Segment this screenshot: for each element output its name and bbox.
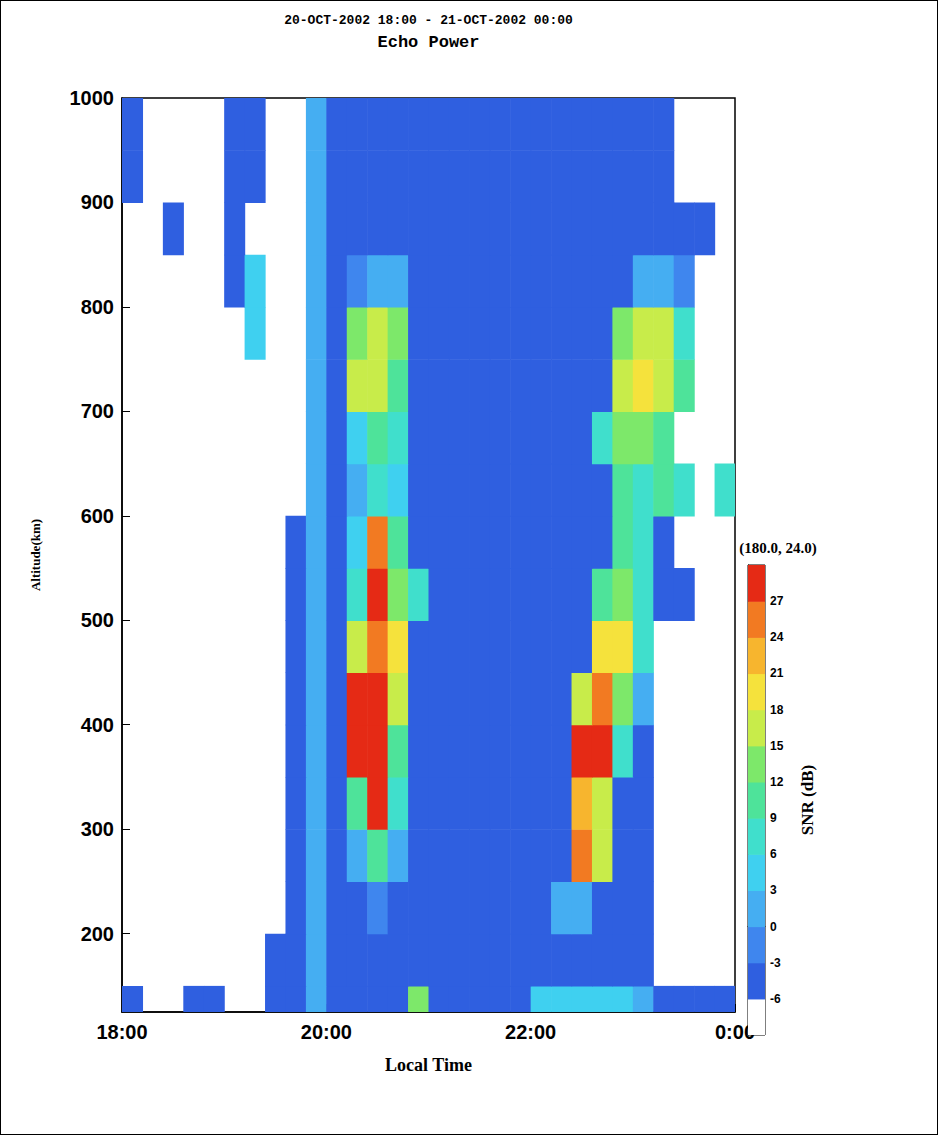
svg-text:15: 15 bbox=[770, 739, 784, 753]
svg-text:900: 900 bbox=[81, 191, 114, 213]
svg-text:Altitude(km): Altitude(km) bbox=[28, 519, 43, 591]
svg-text:500: 500 bbox=[81, 609, 114, 631]
svg-text:SNR (dB): SNR (dB) bbox=[798, 765, 817, 835]
svg-text:20:00: 20:00 bbox=[301, 1021, 352, 1043]
svg-text:18:00: 18:00 bbox=[96, 1021, 147, 1043]
svg-text:-6: -6 bbox=[770, 992, 781, 1006]
svg-text:22:00: 22:00 bbox=[505, 1021, 556, 1043]
svg-text:(180.0, 24.0): (180.0, 24.0) bbox=[739, 540, 817, 557]
svg-text:9: 9 bbox=[770, 811, 777, 825]
svg-text:1000: 1000 bbox=[70, 87, 115, 109]
svg-text:0:00: 0:00 bbox=[715, 1021, 755, 1043]
svg-text:400: 400 bbox=[81, 714, 114, 736]
svg-text:700: 700 bbox=[81, 400, 114, 422]
svg-text:300: 300 bbox=[81, 818, 114, 840]
svg-text:Local Time: Local Time bbox=[385, 1055, 472, 1075]
svg-text:12: 12 bbox=[770, 775, 784, 789]
svg-text:800: 800 bbox=[81, 296, 114, 318]
svg-text:0: 0 bbox=[770, 920, 777, 934]
svg-text:200: 200 bbox=[81, 923, 114, 945]
svg-text:24: 24 bbox=[770, 630, 784, 644]
svg-text:18: 18 bbox=[770, 703, 784, 717]
svg-text:20-OCT-2002 18:00 - 21-OCT-200: 20-OCT-2002 18:00 - 21-OCT-2002 00:00 bbox=[284, 13, 573, 28]
svg-text:27: 27 bbox=[770, 594, 784, 608]
svg-text:3: 3 bbox=[770, 883, 777, 897]
svg-text:21: 21 bbox=[770, 666, 784, 680]
svg-text:Echo Power: Echo Power bbox=[377, 33, 479, 52]
svg-text:6: 6 bbox=[770, 847, 777, 861]
svg-text:600: 600 bbox=[81, 505, 114, 527]
svg-text:-3: -3 bbox=[770, 956, 781, 970]
